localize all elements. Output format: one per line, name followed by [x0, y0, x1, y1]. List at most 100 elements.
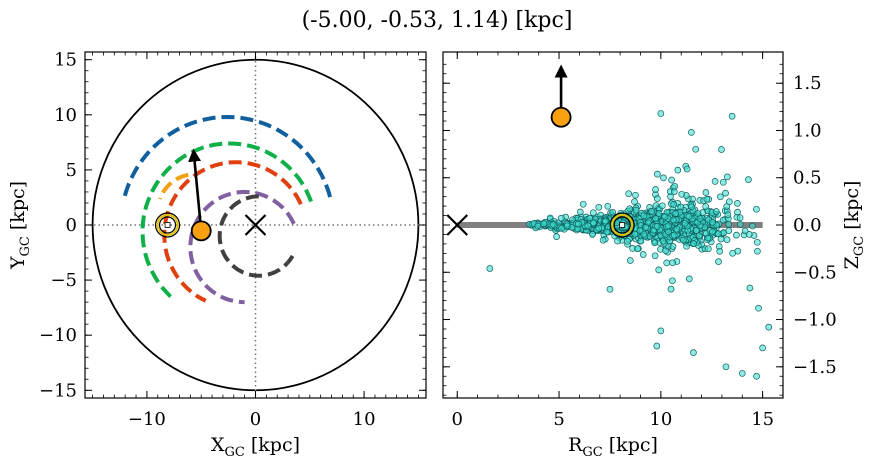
- star-point: [669, 277, 676, 285]
- star-point: [651, 239, 659, 247]
- star-point: [723, 236, 731, 243]
- object-marker: [550, 106, 572, 128]
- star-point: [575, 220, 582, 228]
- star-point: [749, 222, 756, 230]
- star-point: [681, 219, 689, 227]
- star-point: [669, 243, 677, 250]
- star-point: [685, 275, 693, 283]
- star-point: [670, 201, 678, 208]
- star-point: [683, 242, 690, 250]
- star-point: [558, 224, 565, 232]
- sun-outer-ring: [609, 212, 635, 238]
- sun-center-dot: [619, 222, 626, 228]
- star-point: [724, 211, 732, 219]
- sun-center-dot: [164, 222, 171, 228]
- star-point: [759, 344, 766, 352]
- star-point: [753, 205, 760, 213]
- left-y-tick-label: 0: [66, 215, 77, 236]
- star-point: [672, 210, 680, 217]
- star-point: [669, 259, 676, 267]
- star-point: [716, 247, 724, 255]
- star-point: [704, 234, 712, 242]
- left-panel-xy-map: −10 0 10 −15 −10 −5 0 5 10 15 XGC [kpc] YGC [kpc]: [7, 50, 427, 460]
- star-point: [631, 198, 638, 206]
- left-y-tick-label: 15: [54, 50, 77, 71]
- star-point: [576, 208, 584, 216]
- star-point: [632, 206, 640, 214]
- star-point: [653, 342, 661, 350]
- star-point: [589, 209, 597, 217]
- star-point: [652, 215, 659, 222]
- star-point: [712, 208, 720, 215]
- star-point: [634, 245, 641, 253]
- star-point: [715, 258, 722, 265]
- object-marker: [190, 220, 212, 242]
- left-y-tick-label: −5: [50, 270, 77, 291]
- star-point: [579, 200, 587, 208]
- star-point: [695, 232, 703, 240]
- sun-marker: [609, 212, 635, 238]
- star-point: [674, 166, 682, 174]
- star-point: [631, 230, 639, 238]
- star-point: [626, 257, 634, 264]
- star-point: [719, 178, 727, 186]
- star-point: [534, 222, 542, 230]
- star-point: [558, 214, 565, 222]
- spiral-arm-line: [122, 114, 333, 198]
- star-point: [745, 176, 752, 183]
- star-point: [711, 178, 719, 185]
- left-x-tick-label: 10: [353, 409, 376, 430]
- star-point: [725, 220, 733, 228]
- star-point: [702, 189, 710, 196]
- sun-marker: [154, 212, 181, 238]
- star-point: [673, 225, 681, 233]
- star-point: [723, 173, 731, 181]
- star-point: [659, 237, 667, 245]
- star-point: [549, 221, 557, 228]
- star-point: [657, 110, 665, 117]
- spiral-arm-line: [140, 141, 313, 301]
- star-point: [658, 202, 666, 210]
- star-point: [601, 217, 609, 225]
- star-point: [540, 220, 548, 228]
- star-point: [692, 145, 700, 153]
- left-xlabel: XGC [kpc]: [211, 434, 300, 460]
- left-x-tick-label: 0: [250, 409, 261, 430]
- star-point: [683, 165, 691, 173]
- star-point: [553, 233, 560, 240]
- star-point: [745, 231, 753, 238]
- star-point: [753, 238, 761, 246]
- right-y-tick-label: 0.5: [793, 168, 822, 189]
- star-point: [685, 213, 693, 220]
- star-point: [693, 227, 700, 234]
- figure-title: (-5.00, -0.53, 1.14) [kpc]: [302, 8, 573, 33]
- right-xlabel: RGC [kpc]: [568, 434, 658, 460]
- star-point: [728, 112, 736, 120]
- star-point: [657, 327, 665, 335]
- star-point: [614, 237, 621, 245]
- star-point: [604, 202, 612, 210]
- star-point: [606, 285, 614, 293]
- star-point: [652, 186, 659, 193]
- star-point: [660, 174, 667, 182]
- star-point: [679, 236, 687, 244]
- galactic-center-x-marker: [446, 214, 469, 236]
- star-point: [709, 228, 716, 236]
- star-point: [654, 170, 661, 178]
- spiral-arm-line: [162, 160, 303, 303]
- left-x-tick-label: −10: [128, 409, 166, 430]
- star-point: [661, 213, 669, 221]
- sun-inner-ring: [613, 216, 631, 234]
- right-y-tick-label: −1.0: [793, 310, 837, 331]
- star-point: [754, 247, 761, 255]
- star-point: [703, 195, 711, 203]
- right-ylabel: ZGC [kpc]: [841, 181, 867, 270]
- star-point: [678, 190, 686, 198]
- right-y-tick-label: −1.5: [793, 357, 837, 378]
- sun-gold-ring: [156, 214, 179, 236]
- star-point: [718, 146, 725, 153]
- star-point: [669, 216, 677, 224]
- star-point: [624, 237, 631, 245]
- star-point: [590, 219, 597, 227]
- star-point: [670, 188, 678, 196]
